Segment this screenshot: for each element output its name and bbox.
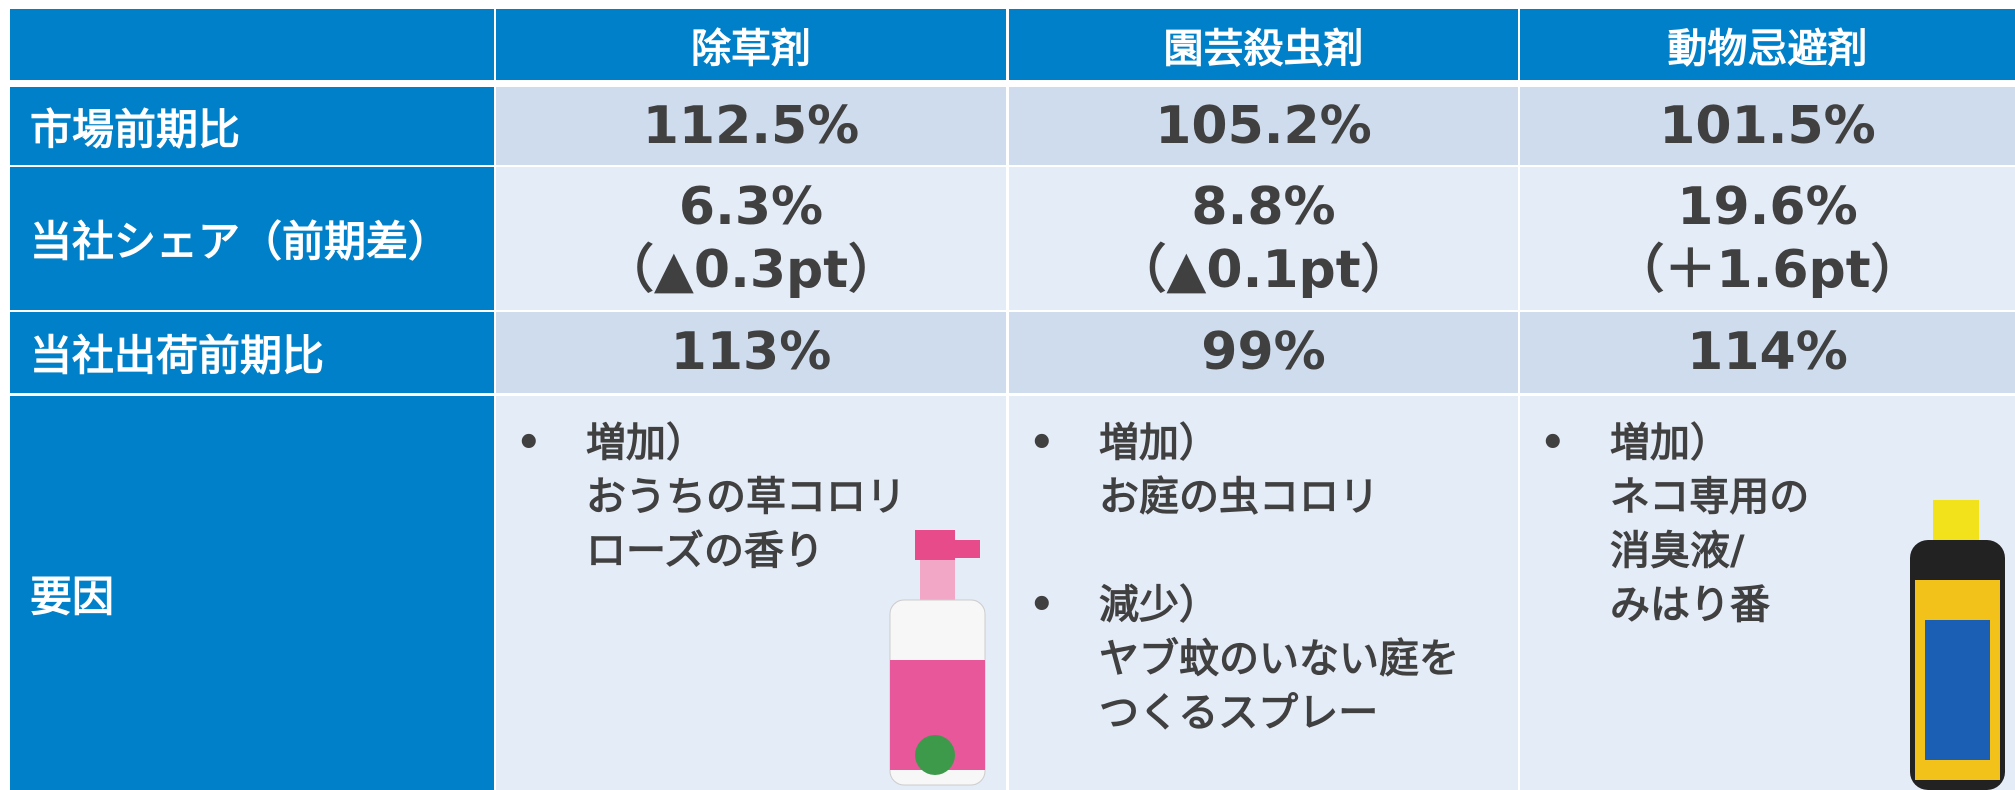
- value-text: 8.8%: [1191, 176, 1335, 238]
- bullet-dot: •: [1029, 416, 1099, 524]
- factor-line: 増加）: [586, 416, 906, 470]
- header-text: 動物忌避剤: [1668, 16, 1868, 74]
- bullet-text: 増加）お庭の虫コロリ: [1099, 416, 1379, 524]
- factor-line: 増加）: [1099, 416, 1379, 470]
- product-bottle: [1895, 500, 2015, 790]
- value-text: 113%: [671, 321, 832, 383]
- factor-line: みはり番: [1610, 578, 1809, 632]
- bullet-dot: •: [1540, 416, 1610, 632]
- factor-line: ネコ専用の: [1610, 470, 1809, 524]
- header-text: 園芸殺虫剤: [1164, 16, 1364, 74]
- row-label-text: 当社シェア（前期差）: [30, 208, 494, 269]
- row-label: 市場前期比: [10, 87, 494, 165]
- header-cell: 園芸殺虫剤: [1009, 9, 1518, 80]
- row-label-text: 当社出荷前期比: [30, 322, 494, 383]
- bullet-text: 増加）おうちの草コロリローズの香り: [586, 416, 906, 578]
- header-corner: [10, 9, 494, 80]
- value-cell: 19.6%（＋1.6pt）: [1520, 167, 2015, 310]
- value-text: 105.2%: [1155, 95, 1372, 157]
- value-text: 101.5%: [1659, 95, 1876, 157]
- bullet-dot: •: [516, 416, 586, 578]
- value-text: 112.5%: [643, 95, 860, 157]
- row-label-text: 市場前期比: [30, 96, 494, 157]
- factor-line: つくるスプレー: [1099, 686, 1459, 740]
- bullet-text: 減少）ヤブ蚊のいない庭をつくるスプレー: [1099, 578, 1459, 740]
- value-cell: 112.5%: [496, 87, 1006, 165]
- value-cell: 8.8%（▲0.1pt）: [1009, 167, 1518, 310]
- factor-cell: •増加）お庭の虫コロリ•減少）ヤブ蚊のいない庭をつくるスプレー: [1009, 396, 1518, 790]
- row-label: 要因: [10, 396, 494, 790]
- factor-line: お庭の虫コロリ: [1099, 470, 1379, 524]
- value-text: （▲0.3pt）: [602, 239, 900, 301]
- value-text: 6.3%: [679, 176, 823, 238]
- bullet: •増加）お庭の虫コロリ: [1029, 416, 1518, 524]
- header-cell: 動物忌避剤: [1520, 9, 2015, 80]
- header-text: 除草剤: [691, 16, 811, 74]
- bullet-text: 増加）ネコ専用の消臭液/みはり番: [1610, 416, 1809, 632]
- bullet: •減少）ヤブ蚊のいない庭をつくるスプレー: [1029, 578, 1518, 740]
- factor-line: ヤブ蚊のいない庭を: [1099, 632, 1459, 686]
- factor-line: ローズの香り: [586, 524, 906, 578]
- value-cell: 113%: [496, 312, 1006, 393]
- value-text: （▲0.1pt）: [1114, 239, 1412, 301]
- value-cell: 6.3%（▲0.3pt）: [496, 167, 1006, 310]
- factor-line: 増加）: [1610, 416, 1809, 470]
- value-text: 114%: [1687, 321, 1848, 383]
- screen: 除草剤 園芸殺虫剤 動物忌避剤市場前期比 112.5% 105.2% 101.5% 当社シェ…: [0, 0, 2015, 790]
- factor-line: 消臭液/: [1610, 524, 1809, 578]
- value-cell: 99%: [1009, 312, 1518, 393]
- value-text: 99%: [1201, 321, 1325, 383]
- bullet-dot: •: [1029, 578, 1099, 740]
- factor-line: 減少）: [1099, 578, 1459, 632]
- factor-line: おうちの草コロリ: [586, 470, 906, 524]
- value-cell: 114%: [1520, 312, 2015, 393]
- value-cell: 105.2%: [1009, 87, 1518, 165]
- row-label: 当社出荷前期比: [10, 312, 494, 393]
- value-text: 19.6%: [1677, 176, 1857, 238]
- header-cell: 除草剤: [496, 9, 1006, 80]
- product-spray: [885, 530, 1005, 790]
- value-cell: 101.5%: [1520, 87, 2015, 165]
- row-label: 当社シェア（前期差）: [10, 167, 494, 310]
- value-text: （＋1.6pt）: [1612, 239, 1922, 301]
- row-label-text: 要因: [30, 563, 494, 624]
